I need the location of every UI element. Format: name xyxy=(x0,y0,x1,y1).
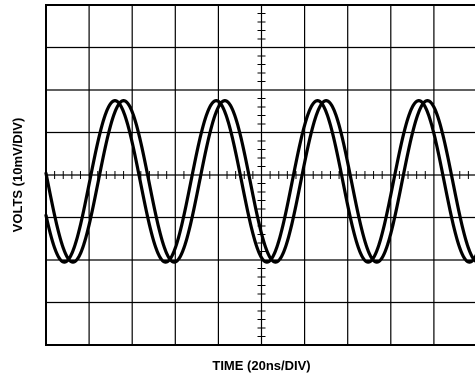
waveform-traces xyxy=(44,99,475,264)
plot-frame xyxy=(45,4,475,346)
waveform-trace-2 xyxy=(44,99,475,264)
graticule-center-ticks xyxy=(54,13,469,337)
waveform-trace-1 xyxy=(44,99,475,264)
x-axis-label: TIME (20ns/DIV) xyxy=(212,358,310,373)
graticule-grid xyxy=(46,5,475,345)
y-axis-label: VOLTS (10mV/DIV) xyxy=(10,118,25,233)
